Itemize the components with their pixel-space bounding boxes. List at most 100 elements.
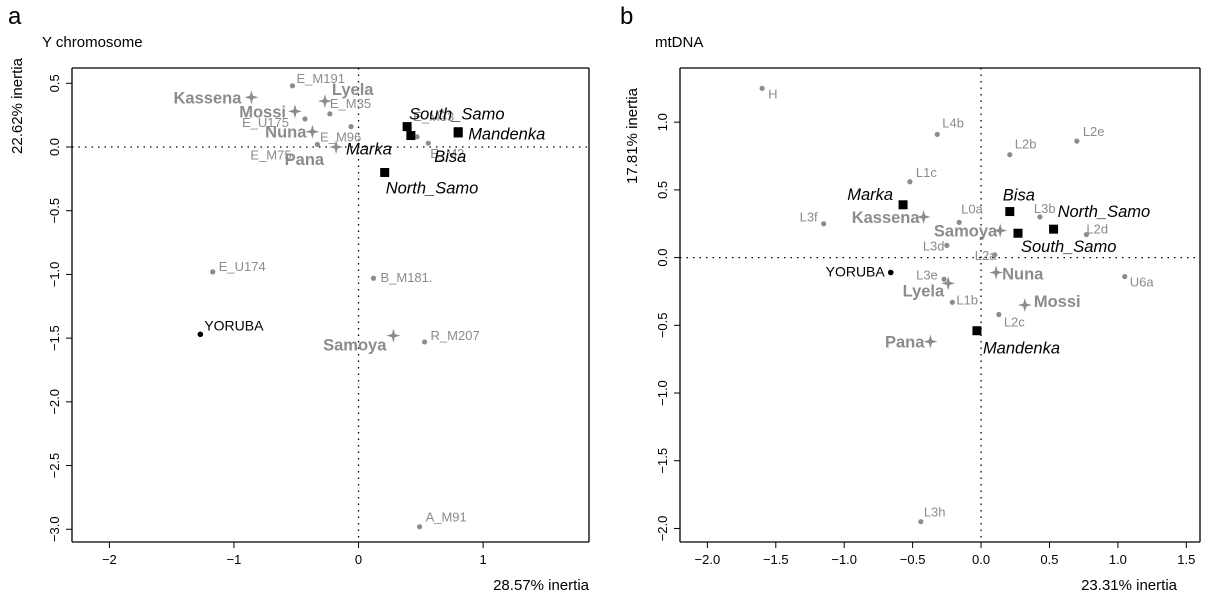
panel-b-x-tick-label: −0.5 <box>900 552 926 567</box>
panel-a-point-a-m91 <box>416 524 423 530</box>
panel-a-x-tick-label: 0 <box>355 552 362 567</box>
panel-b-label-l3h: L3h <box>924 505 946 520</box>
panel-a-label-lyela: Lyela <box>332 81 374 99</box>
panel-a-letter: a <box>8 3 22 30</box>
panel-b-point-lyela <box>941 276 956 291</box>
panel-a-label-south-samo: South_Samo <box>409 106 504 124</box>
panel-a-label-mossi: Mossi <box>239 103 286 121</box>
panel-a-y-tick-label: −3.0 <box>47 516 62 542</box>
panel-a-point-e-u174 <box>210 269 216 275</box>
panel-a-point-south-samo <box>402 122 412 132</box>
panel-a-label-mandenka: Mandenka <box>468 126 545 144</box>
panel-a-y-tick-label: 0.5 <box>47 74 62 92</box>
panel-a-label-e-m96: E_M96 <box>320 130 361 145</box>
panel-b-point-nuna <box>989 265 1004 280</box>
panel-b-point-l2b <box>1007 152 1013 158</box>
panel-b-y-tick-label: −0.5 <box>655 312 670 338</box>
panel-b-x-tick-label: −2.0 <box>695 552 721 567</box>
panel-a-point-marka <box>406 131 416 141</box>
panel-b-x-axis-title: 23.31% inertia <box>1081 577 1178 594</box>
panel-b-point-bisa <box>1005 207 1015 217</box>
panel-b-point-u6a <box>1122 273 1128 280</box>
panel-a-label-e-u174: E_U174 <box>219 259 266 274</box>
panel-b-point-pana <box>923 334 938 349</box>
panel-b-label-mandenka: Mandenka <box>983 340 1060 358</box>
panel-b-letter: b <box>620 3 633 30</box>
panel-b-label-l3b: L3b <box>1034 201 1056 216</box>
panel-a-x-axis-title: 28.57% inertia <box>493 577 590 594</box>
panel-b-label-bisa: Bisa <box>1003 187 1035 205</box>
panel-a-point-lyela <box>317 94 332 109</box>
panel-a-label-b-m181: B_M181. <box>380 270 432 285</box>
panel-b-x-tick-label: 1.5 <box>1177 552 1195 567</box>
panel-a-x-tick-label: 1 <box>479 552 486 567</box>
panel-b-label-samoya: Samoya <box>934 223 998 241</box>
panel-a-point-nuna <box>305 124 320 139</box>
panel-b-point-kassena <box>916 209 931 224</box>
panel-a-point-kassena <box>244 90 259 105</box>
panel-b-label-l4b: L4b <box>942 115 964 130</box>
panel-b-label-h: H <box>768 86 777 101</box>
panel-a-y-tick-label: −1.0 <box>47 262 62 288</box>
panel-b-label-l3f: L3f <box>800 210 818 225</box>
panel-b-label-l3d: L3d <box>923 238 945 253</box>
panel-b-point-south-samo <box>1013 228 1023 238</box>
panel-b-x-tick-label: −1.5 <box>763 552 789 567</box>
panel-b-y-axis-title: 17.81% inertia <box>624 87 641 184</box>
panel-b-label-marka: Marka <box>847 186 893 204</box>
panel-b-label-l2b: L2b <box>1015 137 1037 152</box>
panel-a-point-pana <box>329 140 344 154</box>
panel-a-label-marka: Marka <box>346 141 392 159</box>
panel-a-point-b-m181 <box>370 275 377 281</box>
panel-a-point-e-m96 <box>348 124 354 130</box>
panel-a-label-e-m35: E_M35 <box>330 96 371 111</box>
panel-a-point-yoruba <box>197 331 204 338</box>
panel-a-y-tick-label: −1.5 <box>47 325 62 351</box>
panel-a-point-e-m35 <box>327 111 333 117</box>
panel-a-point-e-u175 <box>302 116 308 122</box>
panel-a-label-kassena: Kassena <box>174 89 243 107</box>
panel-b-point-l3b <box>1037 214 1043 220</box>
panel-b-x-tick-label: 1.0 <box>1109 552 1127 567</box>
panel-a-y-tick-label: 0.0 <box>47 138 62 156</box>
panel-b-label-lyela: Lyela <box>903 282 945 300</box>
panel-b-point-l0a <box>956 219 962 225</box>
panel-b-point-l3d <box>944 242 950 249</box>
panel-a-plot-area: −2 −1 0 1 −3.0 −2.5 −2.0 −1.5 −1.0 −0.5 0.0 0.5 E_M1… <box>47 67 590 567</box>
panel-a-label-e-m33: E_M33 <box>413 109 454 124</box>
panel-a-x-tick-label: −1 <box>227 552 242 567</box>
panel-b-label-north-samo: North_Samo <box>1058 203 1151 221</box>
panel-a-label-e-m2: E_M2 <box>430 146 464 161</box>
panel-b-y-tick-label: −1.5 <box>655 448 670 474</box>
panel-b-label-south-samo: South_Samo <box>1021 238 1116 256</box>
panel-b-point-mandenka <box>972 326 982 336</box>
panel-b-point-l3e <box>941 276 947 282</box>
panel-b-point-h <box>759 85 765 91</box>
panel-b-y-tick-label: 1.0 <box>655 113 670 131</box>
panel-a-label-e-m75: E_M75 <box>250 147 291 162</box>
panel-b-point-north-samo <box>1049 224 1059 234</box>
panel-b-label-nuna: Nuna <box>1002 265 1044 283</box>
panel-b-point-marka <box>898 200 908 210</box>
panel-a-label-r-m207: R_M207 <box>431 328 480 343</box>
panel-b-label-l2a: L2a <box>975 248 997 263</box>
panel-b-y-tick-label: 0.0 <box>655 249 670 267</box>
panel-b-plot-area: −2.0 −1.5 −1.0 −0.5 0.0 0.5 1.0 1.5 −2.0 −1.5 −1.0… <box>655 67 1201 567</box>
panel-b-point-l1b <box>949 299 955 305</box>
panel-b-label-pana: Pana <box>885 334 925 352</box>
panel-b-point-samoya <box>993 223 1008 238</box>
panel-b-title: mtDNA <box>655 34 703 51</box>
panel-b-label-l2e: L2e <box>1083 124 1105 139</box>
panel-b-label-l2c: L2c <box>1004 314 1025 329</box>
panel-b-mtdna: b mtDNA −2.0 −1.5 −1.0 −0.5 0.0 0.5 1.0 1.5−2.0… <box>620 3 1201 594</box>
panel-a-label-samoya: Samoya <box>323 337 387 355</box>
panel-b-label-l1c: L1c <box>916 165 937 180</box>
panel-a-point-e-m191 <box>289 83 296 89</box>
panel-a-label-a-m91: A_M91 <box>426 510 467 525</box>
panel-a-y-chromosome: a Y chromosome −2 −1 0 1 −3.0 −2.5 −2.0 −1.5 −1.… <box>8 3 590 594</box>
panel-a-point-r-m207 <box>421 339 428 345</box>
panel-a-label-bisa: Bisa <box>434 148 466 166</box>
panel-b-label-l1b: L1b <box>956 292 978 307</box>
panel-b-point-l2c <box>996 311 1002 318</box>
panel-a-x-tick-label: −2 <box>102 552 117 567</box>
